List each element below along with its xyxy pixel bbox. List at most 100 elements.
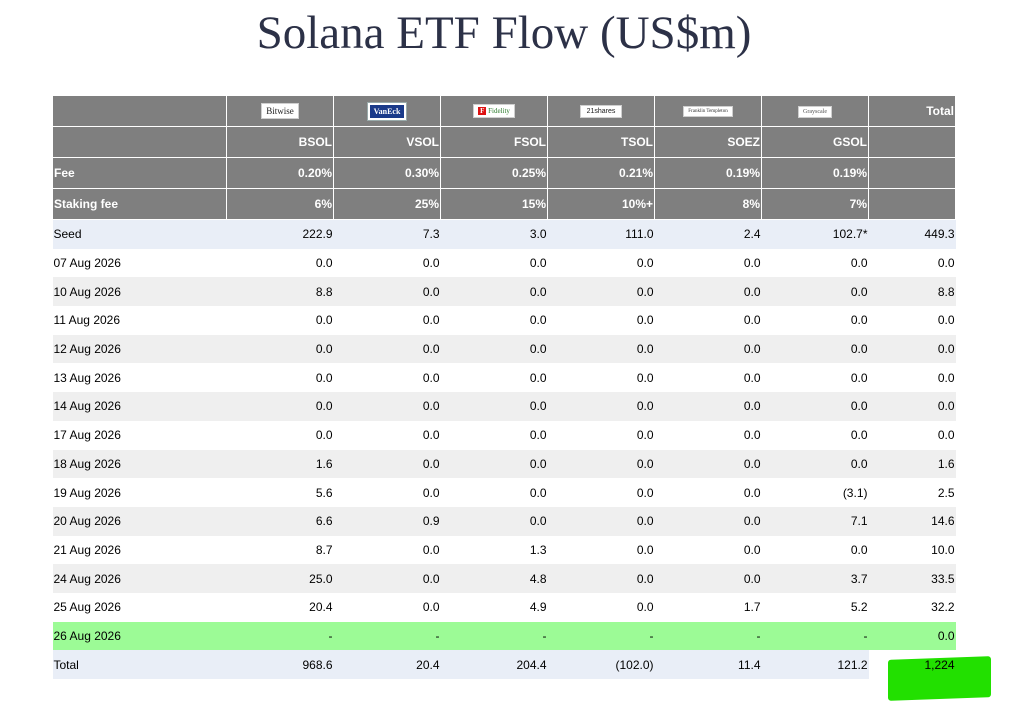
flow-cell: 0.0 <box>547 363 655 393</box>
row-label: Seed <box>52 219 227 249</box>
total-header: Total <box>868 95 956 127</box>
ticker-row: BSOL VSOL FSOL TSOL SOEZ GSOL <box>52 126 956 158</box>
staking-fee-cell: 25% <box>333 188 441 220</box>
flow-cell: 0.0 <box>654 363 762 393</box>
staking-fee-cell: 7% <box>761 188 869 220</box>
flow-cell: 2.4 <box>654 219 762 249</box>
staking-fee-cell: 10%+ <box>547 188 655 220</box>
row-total-cell: 0.0 <box>868 420 956 450</box>
flow-cell: 0.0 <box>547 277 655 307</box>
row-label: 10 Aug 2026 <box>52 277 227 307</box>
flow-cell: 4.8 <box>440 564 548 593</box>
flow-cell: 0.0 <box>226 363 334 393</box>
21shares-logo: 21shares <box>579 105 623 119</box>
ticker-cell: BSOL <box>226 126 334 158</box>
flow-cell: 0.0 <box>333 306 441 335</box>
flow-cell: 0.0 <box>226 420 334 450</box>
row-label: 18 Aug 2026 <box>52 449 227 479</box>
flow-cell: 0.0 <box>333 592 441 622</box>
flow-row: 18 Aug 2026 1.6 0.0 0.0 0.0 0.0 0.0 1.6 <box>52 449 956 479</box>
row-label: 26 Aug 2026 <box>52 621 227 651</box>
ticker-total-cell <box>868 126 956 158</box>
flow-row: 21 Aug 2026 8.7 0.0 1.3 0.0 0.0 0.0 10.0 <box>52 535 956 565</box>
flow-cell: (102.0) <box>547 650 655 679</box>
flow-cell: (3.1) <box>761 478 869 507</box>
row-total-cell: 0.0 <box>868 392 956 421</box>
flow-cell: 0.0 <box>333 334 441 364</box>
flow-cell: 0.0 <box>654 277 762 307</box>
flow-cell: 0.0 <box>333 248 441 278</box>
flow-cell: 0.0 <box>226 334 334 364</box>
flow-cell: 7.1 <box>761 506 869 536</box>
flow-cell: 1.7 <box>654 592 762 622</box>
staking-fee-row: Staking fee 6% 25% 15% 10%+ 8% 7% <box>52 188 956 220</box>
flow-cell: 0.0 <box>333 420 441 450</box>
flow-cell: 0.0 <box>547 478 655 507</box>
flow-cell: 0.0 <box>547 506 655 536</box>
flow-row: 20 Aug 2026 6.6 0.9 0.0 0.0 0.0 7.1 14.6 <box>52 506 956 536</box>
total-row: Total 968.6 20.4 204.4 (102.0) 11.4 121.2 1,224 <box>52 650 956 679</box>
flow-cell: 222.9 <box>226 219 334 249</box>
flow-cell: 0.0 <box>654 506 762 536</box>
flow-cell: 0.0 <box>547 535 655 565</box>
flow-cell: 0.0 <box>761 334 869 364</box>
flow-cell: 20.4 <box>333 650 441 679</box>
flow-cell: 0.0 <box>547 392 655 421</box>
page-title: Solana ETF Flow (US$m) <box>256 7 752 59</box>
row-label: 12 Aug 2026 <box>52 334 227 364</box>
ticker-row-label <box>52 126 227 158</box>
flow-cell: 0.0 <box>226 392 334 421</box>
flow-cell: 0.0 <box>333 564 441 593</box>
flow-cell: 0.0 <box>333 363 441 393</box>
fee-cell: 0.25% <box>440 157 548 189</box>
flow-cell: 8.7 <box>226 535 334 565</box>
flow-cell: 204.4 <box>440 650 548 679</box>
flow-cell: - <box>654 621 762 651</box>
grand-total-cell: 1,224 <box>924 657 955 672</box>
flow-cell: 0.0 <box>654 306 762 335</box>
row-total-cell: 8.8 <box>868 277 956 307</box>
row-total-cell: 10.0 <box>868 535 956 565</box>
flow-cell: 3.7 <box>761 564 869 593</box>
staking-fee-cell: 15% <box>440 188 548 220</box>
flow-cell: 0.0 <box>761 535 869 565</box>
fee-cell: 0.21% <box>547 157 655 189</box>
fee-row: Fee 0.20% 0.30% 0.25% 0.21% 0.19% 0.19% <box>52 157 956 189</box>
flow-cell: 5.6 <box>226 478 334 507</box>
flow-row: 07 Aug 2026 0.0 0.0 0.0 0.0 0.0 0.0 0.0 <box>52 248 956 278</box>
row-label: Total <box>52 650 227 679</box>
flow-row: 26 Aug 2026- - - - - -0.0 <box>52 621 956 651</box>
issuer-logo-row: Bitwise VanEck F Fidelity 21shares Frank… <box>52 95 956 127</box>
flow-cell: 0.0 <box>440 277 548 307</box>
flow-row: 12 Aug 2026 0.0 0.0 0.0 0.0 0.0 0.0 0.0 <box>52 334 956 364</box>
flow-cell: 5.2 <box>761 592 869 622</box>
flow-cell: 0.0 <box>333 392 441 421</box>
flow-cell: 111.0 <box>547 219 655 249</box>
row-total-cell: 0.0 <box>868 363 956 393</box>
flow-cell: 0.0 <box>440 363 548 393</box>
flow-cell: 0.0 <box>226 248 334 278</box>
row-label: 19 Aug 2026 <box>52 478 227 507</box>
row-total-cell: 0.0 <box>868 248 956 278</box>
flow-cell: 8.8 <box>226 277 334 307</box>
row-label: 14 Aug 2026 <box>52 392 227 421</box>
row-total-cell: 33.5 <box>868 564 956 593</box>
flow-cell: 0.0 <box>547 592 655 622</box>
flow-row: 11 Aug 2026 0.0 0.0 0.0 0.0 0.0 0.0 0.0 <box>52 306 956 335</box>
fee-cell: 0.30% <box>333 157 441 189</box>
issuer-logo-cell: 21shares <box>547 95 655 127</box>
row-total-cell: 1.6 <box>868 449 956 479</box>
flow-cell: 7.3 <box>333 219 441 249</box>
flow-cell: 0.0 <box>440 334 548 364</box>
issuer-logo-cell: F Fidelity <box>440 95 548 127</box>
flow-row: 19 Aug 2026 5.6 0.0 0.0 0.0 0.0 (3.1) 2.5 <box>52 478 956 507</box>
flow-cell: 0.0 <box>440 478 548 507</box>
flow-cell: 1.3 <box>440 535 548 565</box>
flow-cell: 3.0 <box>440 219 548 249</box>
row-total-cell: 2.5 <box>868 478 956 507</box>
franklin-templeton-logo: Franklin Templeton <box>683 106 733 118</box>
fee-total-cell <box>868 157 956 189</box>
flow-cell: 0.0 <box>547 248 655 278</box>
flow-cell: - <box>226 621 334 651</box>
flow-cell: - <box>333 621 441 651</box>
